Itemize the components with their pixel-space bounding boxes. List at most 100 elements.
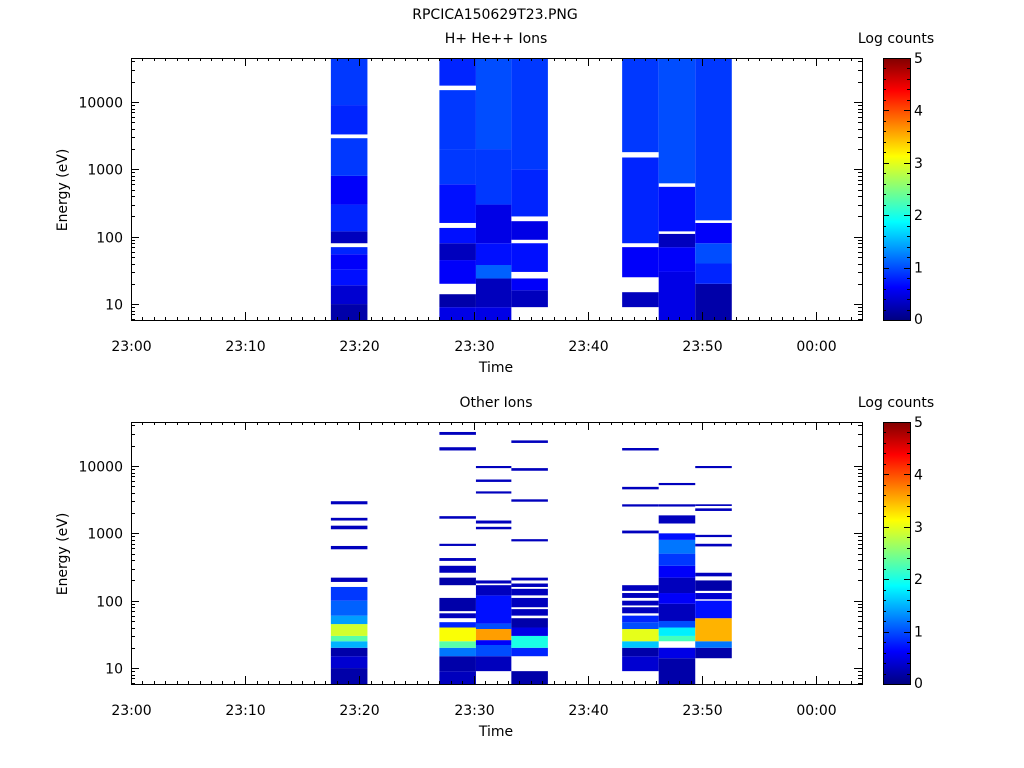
spectrogram-cell xyxy=(695,263,732,284)
spectrogram-cell xyxy=(622,157,659,244)
spectrogram-cell xyxy=(511,243,548,272)
spectrogram-cell xyxy=(622,585,659,591)
colorbar-gradient xyxy=(883,422,910,684)
spectrogram-cell xyxy=(439,260,476,284)
spectrogram-cell xyxy=(330,285,368,305)
spectrogram-cell xyxy=(475,526,512,530)
spectrogram-cell xyxy=(622,530,659,534)
spectrogram-cell xyxy=(330,647,368,657)
y-tick-label: 10 xyxy=(105,298,123,314)
spectrogram-cell xyxy=(475,491,512,494)
spectrogram-cell xyxy=(511,468,548,471)
spectrogram-cell xyxy=(511,671,548,684)
spectrogram-cell xyxy=(330,577,368,582)
spectrogram-cell xyxy=(511,647,548,657)
other-ions-panel: Other Ions 23:00 23:10 23:20 23:30 23:40 23:5… xyxy=(55,395,934,740)
x-tick-label: 23:50 xyxy=(682,339,722,355)
spectrogram-cell xyxy=(475,479,512,482)
spectrogram-cell xyxy=(658,635,696,642)
spectrogram-cell xyxy=(439,294,476,308)
spectrogram-cell xyxy=(622,641,659,648)
spectrogram-cell xyxy=(695,508,732,511)
x-tick-label: 23:20 xyxy=(339,703,379,719)
spectrogram-cell xyxy=(475,466,512,469)
spectrogram-cell xyxy=(511,221,548,240)
spectrogram-cell xyxy=(439,516,476,519)
spectrogram-cell xyxy=(658,271,696,320)
spectrogram-cell xyxy=(511,618,548,628)
colorbar-tick-label: 2 xyxy=(914,572,923,588)
spectrogram-cell xyxy=(695,641,732,648)
spectrogram-cell xyxy=(475,629,512,641)
spectrogram-cell xyxy=(695,647,732,659)
spectrogram-cell xyxy=(511,58,548,170)
spectrogram-cell xyxy=(330,517,368,521)
spectrogram-cell xyxy=(622,615,659,623)
spectrogram-cell xyxy=(622,58,659,153)
spectrogram-cell xyxy=(511,278,548,291)
x-axis-label: Time xyxy=(478,724,513,740)
y-axis-label: Energy (eV) xyxy=(55,149,71,232)
spectrogram-cell xyxy=(475,640,512,645)
x-tick-label: 23:50 xyxy=(682,703,722,719)
spectrogram-cell xyxy=(330,615,368,625)
spectrogram-cell xyxy=(439,227,476,244)
spectrogram-cell xyxy=(330,269,368,286)
spectrogram-cell xyxy=(658,539,696,554)
y-tick-label: 100 xyxy=(96,595,123,611)
spectrogram-cell xyxy=(475,265,512,279)
spectrogram-cell xyxy=(330,501,368,505)
spectrogram-cell xyxy=(695,600,732,619)
spectrogram-cell xyxy=(511,499,548,502)
spectrogram-cell xyxy=(622,629,659,642)
colorbar-tick-label: 3 xyxy=(914,520,923,536)
spectrogram-cell xyxy=(330,204,368,232)
spectrogram-cell xyxy=(330,247,368,255)
colorbar-tick-label: 5 xyxy=(914,51,923,67)
spectrogram-bars xyxy=(330,431,732,684)
colorbar-tick-label: 0 xyxy=(914,312,923,328)
spectrogram-cell xyxy=(511,588,548,596)
spectrogram-cell xyxy=(475,595,512,624)
x-tick-label: 23:40 xyxy=(568,339,608,355)
spectrogram-cell xyxy=(622,656,659,672)
spectrogram-cell xyxy=(695,572,732,577)
spectrogram-cell xyxy=(330,600,368,616)
spectrogram-cell xyxy=(622,486,659,490)
spectrogram-cell xyxy=(695,534,732,538)
spectrogram-cell xyxy=(658,577,696,594)
x-tick-label: 23:20 xyxy=(339,339,379,355)
spectrogram-cell xyxy=(475,656,512,672)
spectrogram-cell xyxy=(475,243,512,266)
spectrogram-cell xyxy=(658,58,696,184)
spectrogram-cell xyxy=(439,58,476,86)
spectrogram-cell xyxy=(439,149,476,185)
spectrogram-cell xyxy=(330,545,368,550)
spectrogram-cell xyxy=(439,577,476,586)
colorbar-tick-label: 2 xyxy=(914,208,923,224)
spectrogram-cell xyxy=(511,583,548,587)
spectrogram-cell xyxy=(622,647,659,657)
spectrogram-cell xyxy=(658,565,696,578)
spectrogram-cell xyxy=(475,520,512,524)
spectrogram-cell xyxy=(439,447,476,451)
colorbar-tick-label: 4 xyxy=(914,103,923,119)
figure-title: RPCICA150629T23.PNG xyxy=(412,7,577,23)
spectrogram-cell xyxy=(330,624,368,636)
spectrogram-cell xyxy=(511,169,548,217)
spectrogram-cell xyxy=(695,618,732,642)
x-tick-label: 23:30 xyxy=(454,703,494,719)
spectrogram-cell xyxy=(622,593,659,598)
spectrogram-cell xyxy=(695,593,732,600)
spectrogram-cell xyxy=(475,149,512,205)
spectrogram-cell xyxy=(622,448,659,451)
y-tick-label: 10000 xyxy=(78,96,123,112)
spectrogram-cell xyxy=(695,58,732,221)
spectrogram-cell xyxy=(695,543,732,547)
spectrogram-cell xyxy=(475,278,512,308)
spectrogram-cell xyxy=(439,656,476,672)
colorbar-tick-label: 1 xyxy=(914,261,923,277)
colorbar-frame xyxy=(883,58,911,321)
spectrogram-cell xyxy=(475,623,512,630)
